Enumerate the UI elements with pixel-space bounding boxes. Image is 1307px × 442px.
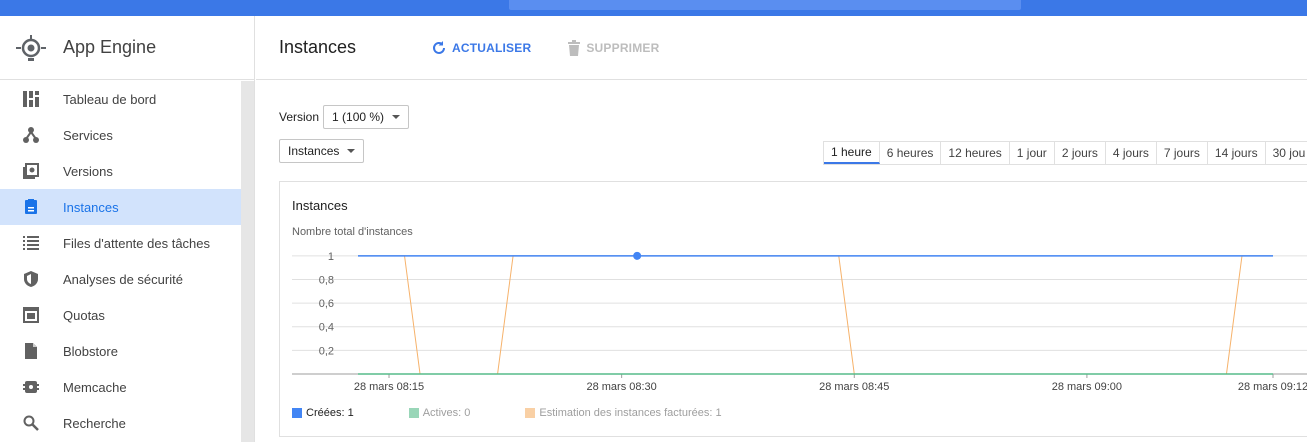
sidebar-item-label: Quotas: [63, 307, 105, 323]
x-tick-label: 28 mars 09:00: [1052, 381, 1122, 393]
y-tick-label: 0,4: [319, 322, 334, 334]
y-tick-label: 1: [328, 251, 334, 263]
refresh-label: ACTUALISER: [452, 40, 532, 55]
quotas-icon: [22, 306, 40, 324]
sidebar-item-label: Recherche: [63, 415, 126, 431]
sidebar-item-files-d-attente-des-t-ches[interactable]: Files d'attente des tâches: [0, 225, 242, 261]
time-range-14-jours[interactable]: 14 jours: [1208, 142, 1266, 164]
legend-label: Actives: 0: [422, 407, 471, 419]
series-marker: [633, 251, 642, 260]
instances-chart-card: 0,2 0,4 0,6 0,8 1 28 mars 08:15 28 mars 08:30 2…: [279, 181, 1307, 437]
metric-value: Instances: [288, 144, 340, 158]
toolbar: Instances ACTUALISER SUPPRIMER: [256, 16, 1307, 80]
list-icon: [22, 234, 40, 252]
file-icon: [22, 342, 40, 360]
legend-swatch: [408, 408, 419, 418]
time-range-1-heure[interactable]: 1 heure: [824, 142, 880, 164]
sidebar-item-analyses-de-s-curit-[interactable]: Analyses de sécurité: [0, 261, 242, 297]
time-range-7-jours[interactable]: 7 jours: [1157, 142, 1208, 164]
x-tick-label: 28 mars 08:30: [586, 381, 656, 393]
trash-icon: [568, 39, 581, 56]
legend-swatch: [292, 408, 302, 418]
chevron-down-icon: [347, 149, 356, 153]
sidebar-item-services[interactable]: Services: [0, 117, 242, 153]
version-label: Version: [279, 110, 320, 124]
sidebar-item-label: Tableau de bord: [63, 91, 157, 107]
version-value: 1 (100 %): [332, 110, 385, 124]
main-content: Instances ACTUALISER SUPPRIMER Version 1…: [256, 16, 1307, 442]
refresh-icon: [433, 40, 445, 54]
search-bar[interactable]: [509, 0, 1021, 10]
x-tick-label: 28 mars 08:45: [819, 381, 889, 393]
time-range-12-heures[interactable]: 12 heures: [941, 142, 1010, 164]
sidebar-item-quotas[interactable]: Quotas: [0, 297, 242, 333]
search-icon: [22, 414, 40, 432]
services-icon: [22, 126, 40, 144]
shield-icon: [22, 270, 40, 288]
dashboard-icon: [22, 90, 40, 108]
instances-icon: [22, 198, 40, 216]
sidebar-item-label: Versions: [63, 163, 113, 179]
legend-label: Créées: 1: [306, 407, 354, 419]
time-range-6-heures[interactable]: 6 heures: [880, 142, 942, 164]
app-engine-logo-icon: [15, 32, 47, 64]
version-filter: Version 1 (100 %): [279, 105, 410, 129]
app-title: App Engine: [63, 37, 157, 57]
chart-legend: Créées: 1 Actives: 0 Estimation des instan…: [292, 407, 777, 419]
sidebar-item-label: Memcache: [63, 379, 127, 395]
sidebar-item-label: Blobstore: [63, 343, 118, 359]
sidebar-item-label: Services: [63, 127, 113, 143]
y-tick-label: 0,6: [319, 298, 334, 310]
chart-subtitle: Nombre total d'instances: [292, 226, 413, 238]
sidebar-item-tableau-de-bord[interactable]: Tableau de bord: [0, 81, 242, 117]
delete-label: SUPPRIMER: [586, 40, 660, 55]
legend-swatch: [525, 408, 536, 418]
y-tick-label: 0,8: [319, 274, 334, 286]
chart-title: Instances: [292, 198, 348, 213]
sidebar-header: App Engine: [0, 16, 254, 80]
x-tick-label: 28 mars 08:15: [354, 381, 424, 393]
legend-item[interactable]: Créées: 1: [292, 407, 354, 419]
legend-item[interactable]: Actives: 0: [408, 407, 471, 419]
legend-item[interactable]: Estimation des instances facturées: 1: [525, 407, 722, 419]
instances-chart: 0,2 0,4 0,6 0,8 1 28 mars 08:15 28 mars 08:30 2…: [292, 251, 1307, 393]
chevron-down-icon: [392, 115, 401, 119]
page-title: Instances: [279, 37, 357, 57]
sidebar: App Engine Tableau de bord Services Versio…: [0, 16, 255, 442]
sidebar-item-memcache[interactable]: Memcache: [0, 369, 242, 405]
time-range-2-jours[interactable]: 2 jours: [1055, 142, 1106, 164]
series-line-2: [358, 255, 1273, 375]
sidebar-item-label: Files d'attente des tâches: [63, 235, 211, 251]
legend-label: Estimation des instances facturées: 1: [539, 407, 722, 419]
sidebar-item-versions[interactable]: Versions: [0, 153, 242, 189]
time-range-selector: 1 heure 6 heures 12 heures 1 jour 2 jours 4 j…: [823, 141, 1307, 165]
versions-icon: [22, 162, 40, 180]
refresh-button[interactable]: ACTUALISER: [431, 40, 531, 56]
time-range-4-jours[interactable]: 4 jours: [1106, 142, 1157, 164]
x-tick-label: 28 mars 09:12: [1238, 381, 1307, 393]
sidebar-nav: Tableau de bord Services Versions Instances…: [0, 81, 242, 441]
top-app-bar: [0, 0, 1307, 16]
time-range-30-jou[interactable]: 30 jou: [1266, 142, 1307, 164]
version-select[interactable]: 1 (100 %): [323, 105, 410, 129]
memcache-icon: [22, 378, 40, 396]
metric-select[interactable]: Instances: [279, 139, 365, 163]
sidebar-item-blobstore[interactable]: Blobstore: [0, 333, 242, 369]
sidebar-item-label: Instances: [63, 199, 119, 215]
sidebar-item-label: Analyses de sécurité: [63, 271, 183, 287]
sidebar-scrollbar[interactable]: [241, 81, 254, 442]
time-range-1-jour[interactable]: 1 jour: [1010, 142, 1055, 164]
sidebar-item-instances[interactable]: Instances: [0, 189, 242, 225]
sidebar-item-recherche[interactable]: Recherche: [0, 405, 242, 441]
delete-button[interactable]: SUPPRIMER: [567, 39, 660, 56]
y-tick-label: 0,2: [319, 345, 334, 357]
